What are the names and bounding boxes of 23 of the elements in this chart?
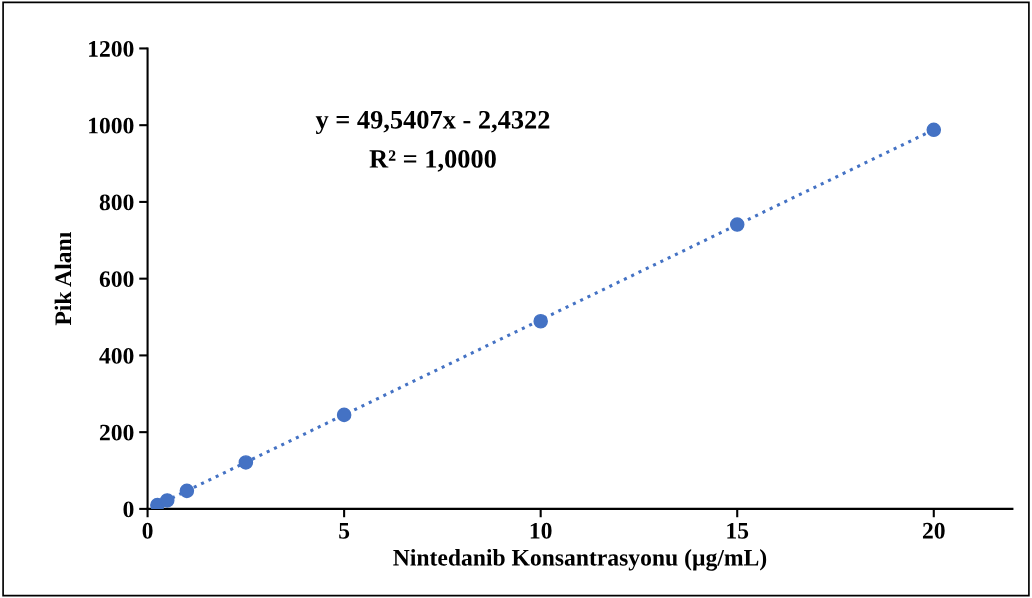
point <box>729 217 745 232</box>
point <box>336 407 352 423</box>
point <box>179 483 195 499</box>
point <box>926 122 942 138</box>
y-axis-title: Pik Alanı <box>54 232 72 326</box>
x-tick-label: 20 <box>922 522 945 539</box>
point <box>238 455 254 470</box>
y-tick-label: 800 <box>99 194 134 211</box>
y-tick-label: 1000 <box>89 117 134 134</box>
x-tick-label: 15 <box>727 522 749 539</box>
point <box>533 313 548 329</box>
y-tick-label: 200 <box>99 424 134 441</box>
point <box>159 493 175 508</box>
y-tick-label: 600 <box>99 271 134 288</box>
y-tick-label: 0 <box>123 501 134 518</box>
x-tick-label: 5 <box>339 523 350 539</box>
y-tick-label: 1200 <box>89 40 134 57</box>
x-tick-label: 10 <box>530 522 552 539</box>
annotation: y = 49,5407x - 2,4322 <box>315 110 550 135</box>
annotation: R² = 1,0000 <box>369 150 496 172</box>
x-axis-title: Nintedanib Konsantrasyonu (µg/mL) <box>393 549 767 571</box>
y-tick-label: 400 <box>99 347 134 364</box>
x-tick-label: 0 <box>142 522 153 539</box>
